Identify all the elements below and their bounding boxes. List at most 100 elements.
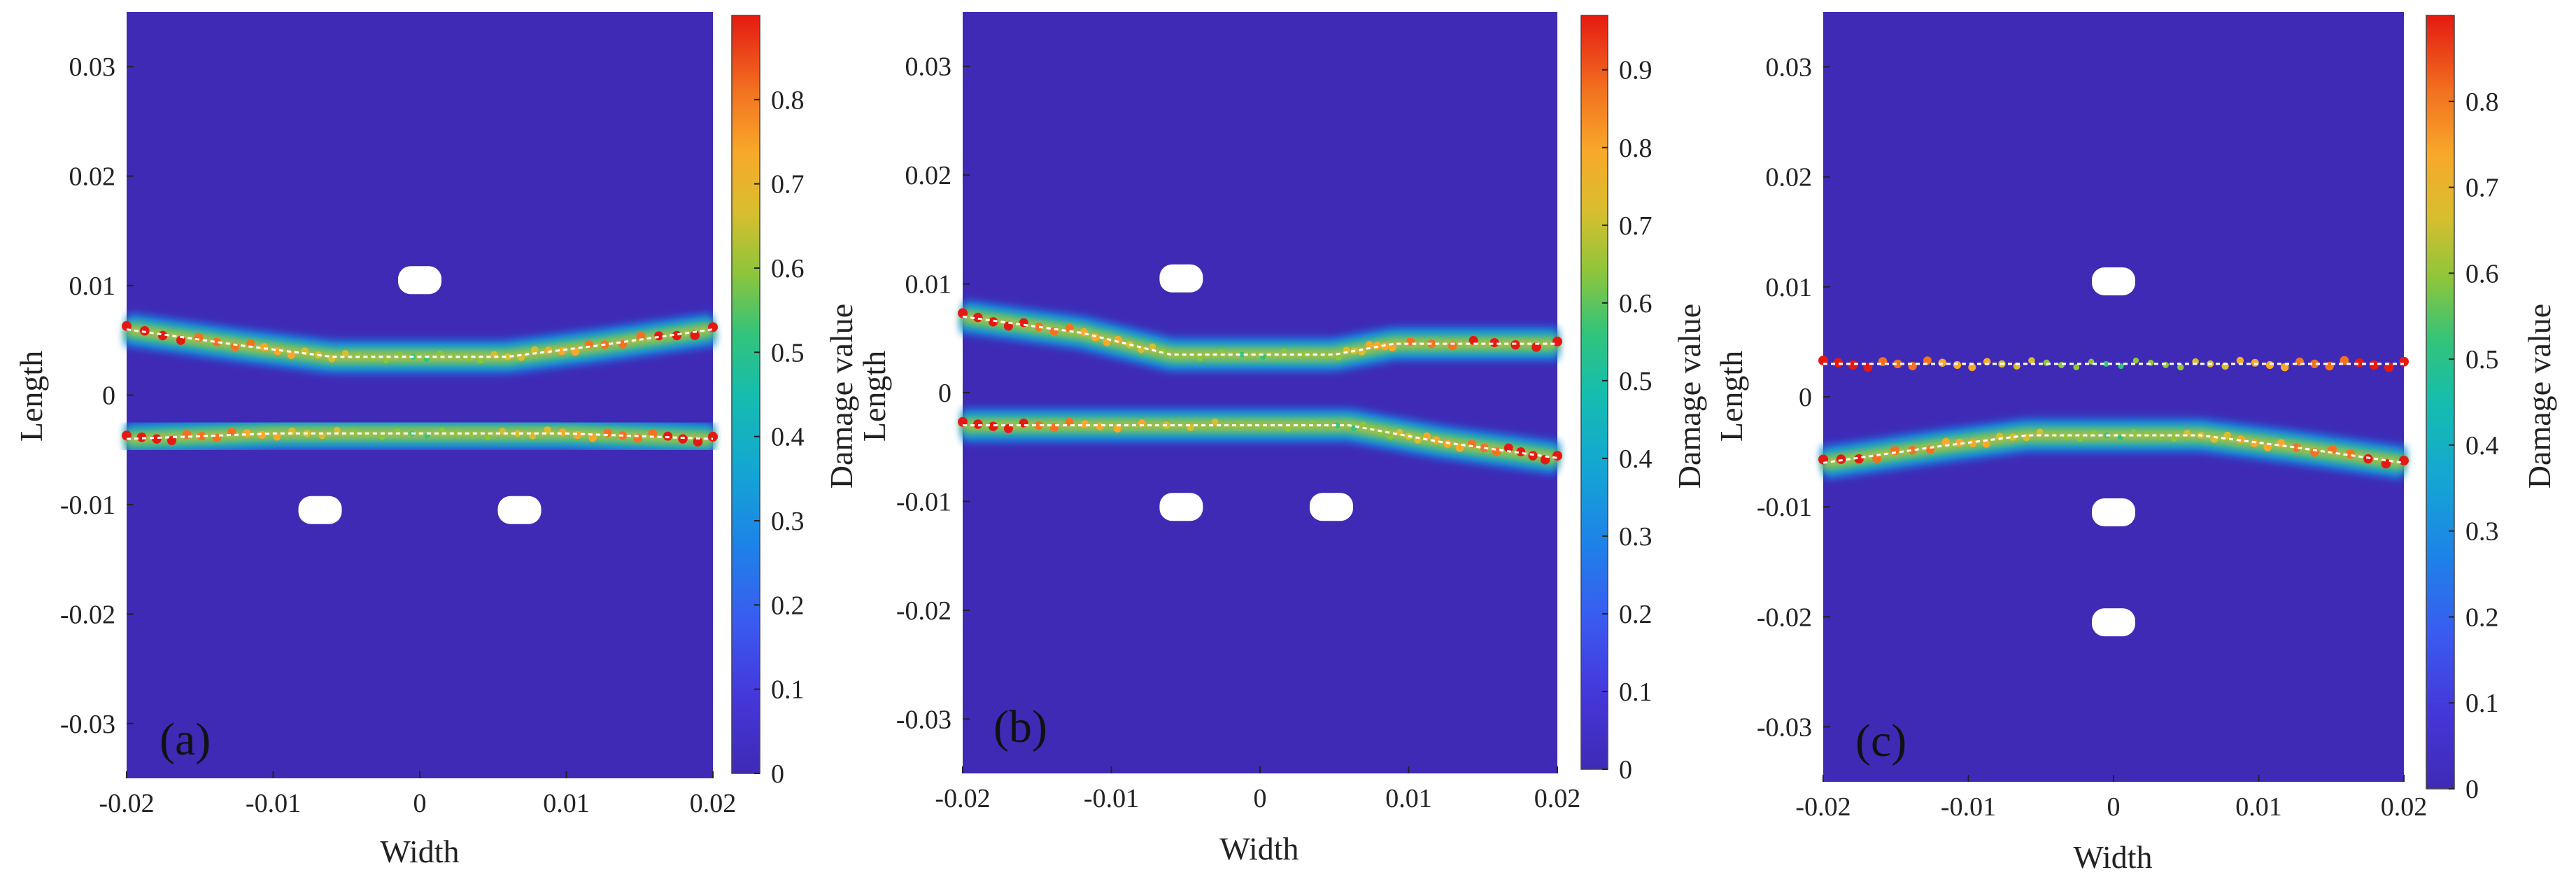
y-axis-label: Length (856, 351, 892, 442)
axes: -0.02 -0.01 0 0.01 0.02 0.03 0.02 0.01 0 -0.01 -0.… (896, 52, 1580, 813)
damage-particle (1322, 352, 1329, 359)
hole (2092, 267, 2135, 295)
damage-particle (708, 431, 718, 442)
damage-particle (167, 436, 176, 445)
y-tick-label: 0 (938, 379, 951, 408)
damage-particle (2050, 430, 2057, 438)
damage-particle (558, 428, 567, 437)
damage-particle (2073, 364, 2080, 371)
damage-particle (693, 437, 703, 447)
y-tick-label: 0.03 (69, 52, 116, 82)
damage-particle (197, 431, 206, 441)
x-tick-label: 0.01 (1385, 784, 1432, 813)
colorbar-tick-label: 0 (2465, 775, 2479, 804)
damage-particle (383, 357, 390, 363)
damage-particle (227, 427, 236, 436)
hole (298, 496, 342, 524)
colorbar-label: Damage value (1671, 304, 1707, 489)
y-tick-label: -0.01 (1757, 493, 1812, 522)
damage-particle (364, 431, 371, 438)
damage-particle (1938, 358, 1947, 367)
damage-particle (2063, 433, 2070, 440)
damage-particle (1080, 420, 1089, 428)
damage-particle (1982, 440, 1990, 448)
damage-particle (544, 426, 551, 434)
damage-particle (1836, 454, 1846, 464)
damage-particle (2132, 357, 2139, 364)
hole (2092, 608, 2135, 637)
colorbar-tick-label: 0.3 (771, 507, 805, 536)
colorbar-tick-label: 0.4 (771, 423, 805, 452)
colorbar-tick-label: 0.1 (2465, 689, 2499, 718)
damage-particle (477, 356, 484, 364)
y-tick-label: -0.01 (60, 491, 115, 520)
hole (1159, 493, 1203, 521)
y-tick-label: -0.03 (1757, 713, 1812, 742)
crack-centerline (1823, 434, 2405, 464)
damage-particle (2310, 359, 2319, 369)
damage-particle (2223, 431, 2232, 440)
y-tick-label: 0 (1799, 383, 1812, 412)
damage-particle (2292, 443, 2301, 452)
colorbar-tick-label: 0.2 (1619, 600, 1653, 629)
damage-particle (122, 321, 132, 331)
y-tick-label: 0.02 (69, 162, 116, 192)
damage-particle (1285, 426, 1291, 432)
x-tick-label: -0.02 (1795, 792, 1850, 822)
damage-particle (355, 352, 362, 359)
damage-particle (212, 337, 222, 346)
damage-particle (2170, 435, 2177, 442)
crack-centerline (962, 315, 1557, 356)
crack-band (1818, 346, 2409, 381)
y-tick-label: 0.01 (905, 270, 952, 300)
colorbar-tick-label: 0.8 (1619, 134, 1653, 163)
damage-particle (958, 308, 968, 318)
damage-particle (341, 350, 349, 357)
damage-particle (1503, 443, 1513, 453)
damage-particle (2381, 458, 2391, 469)
damage-particle (504, 353, 511, 360)
damage-particle (2399, 456, 2409, 466)
damage-particle (2058, 362, 2065, 368)
x-tick-label: -0.02 (935, 784, 990, 813)
crack-band (1818, 419, 2409, 480)
damage-particle (2251, 358, 2259, 367)
colorbar-tick-label: 0.7 (2465, 174, 2499, 203)
crack-band (958, 300, 1562, 372)
damage-particle (1197, 355, 1203, 361)
y-tick-label: 0.03 (905, 52, 952, 82)
colorbar-label: Damage value (2521, 304, 2557, 489)
damage-particle (2009, 433, 2017, 441)
panel-c: -0.02 -0.01 0 0.01 0.02 0.03 0.02 0.01 0 -0.01 -0.… (1713, 12, 2557, 875)
damage-particle (988, 317, 998, 327)
y-tick-label: -0.02 (60, 600, 115, 629)
colorbar-tick-label: 0.5 (771, 338, 805, 367)
damage-particle (469, 431, 476, 438)
colorbar-tick-label: 0.5 (2465, 345, 2499, 374)
x-tick-label: 0 (413, 789, 427, 818)
damage-particle (2043, 359, 2050, 366)
colorbar-tick-label: 0.6 (1619, 289, 1653, 318)
crack-band (122, 312, 718, 374)
damage-particle (1176, 352, 1182, 359)
damage-particle (1236, 421, 1243, 428)
hole (1310, 493, 1353, 521)
damage-particle (1528, 451, 1538, 461)
colorbar-tick-label: 0.1 (1619, 678, 1653, 707)
y-tick-label: 0.02 (1766, 163, 1813, 192)
damage-particle (1908, 446, 1917, 455)
damage-particle (152, 434, 162, 444)
damage-particle (1552, 336, 1562, 346)
damage-particle (1003, 423, 1013, 433)
damage-particle (1489, 338, 1499, 347)
x-axis-label: Width (380, 834, 459, 869)
panel-b: -0.02 -0.01 0 0.01 0.02 0.03 0.02 0.01 0 -0.01 -0.… (856, 12, 1707, 867)
colorbar-label: Damage value (823, 304, 859, 489)
damage-particle (1953, 360, 1962, 370)
y-axis-label: Length (13, 351, 49, 442)
colorbar: 0 0.1 0.2 0.3 0.4 0.5 0.6 0.7 0.8 (731, 15, 805, 789)
damage-particle (1065, 323, 1074, 332)
damage-particle (531, 346, 539, 354)
damage-particle (2036, 428, 2044, 435)
colorbar-tick-label: 0.7 (1619, 211, 1653, 241)
